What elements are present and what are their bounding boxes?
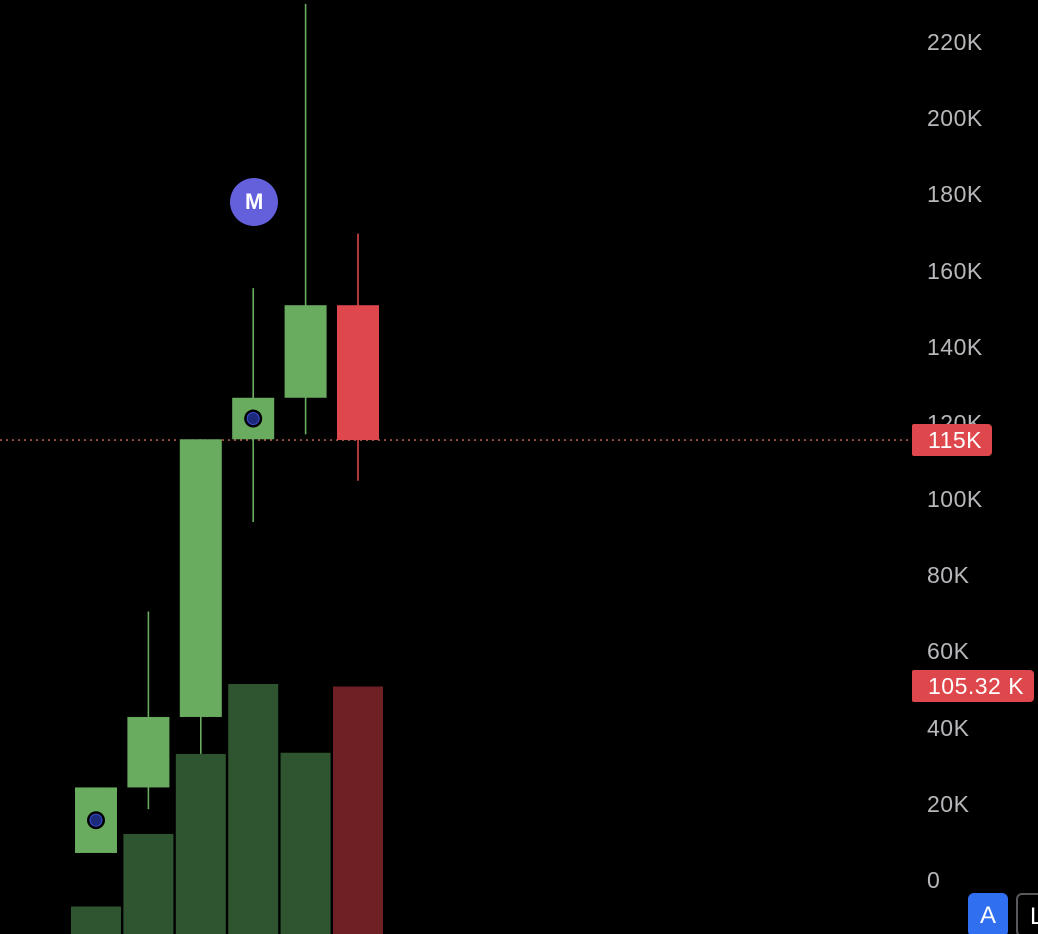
y-tick-label: 160K <box>927 257 983 284</box>
volume-bar-3 <box>175 754 226 934</box>
y-tick-label: 200K <box>927 105 983 132</box>
candle-dot-marker-1 <box>89 813 103 827</box>
log-scale-button[interactable]: L <box>1016 893 1038 934</box>
event-marker-m[interactable]: M <box>230 177 279 226</box>
y-tick-label: 40K <box>927 714 970 741</box>
volume-bar-1 <box>71 906 121 934</box>
y-tick-label: 180K <box>927 181 983 208</box>
y-tick-label: 220K <box>927 29 983 55</box>
auto-scale-button[interactable]: A <box>968 893 1008 934</box>
y-tick-label: 60K <box>927 638 970 665</box>
volume-value-tag: 105.32 K <box>912 669 1035 702</box>
volume-bar-6 <box>333 686 383 934</box>
y-tick-label: 140K <box>927 333 983 360</box>
candle-dot-marker-4 <box>246 412 260 426</box>
volume-bar-2 <box>123 834 174 934</box>
volume-bar-4 <box>228 684 279 934</box>
y-tick-label: 20K <box>927 790 970 817</box>
volume-bar-5 <box>280 752 331 934</box>
y-tick-label: 80K <box>927 562 970 589</box>
candle-body-5 <box>284 305 327 398</box>
candle-body-6 <box>337 305 379 441</box>
y-tick-label: 0 <box>927 867 941 893</box>
y-tick-label: 100K <box>927 486 983 513</box>
candle-body-3 <box>179 439 222 717</box>
candle-body-2 <box>127 716 170 788</box>
current-price-tag: 115K <box>912 424 993 457</box>
